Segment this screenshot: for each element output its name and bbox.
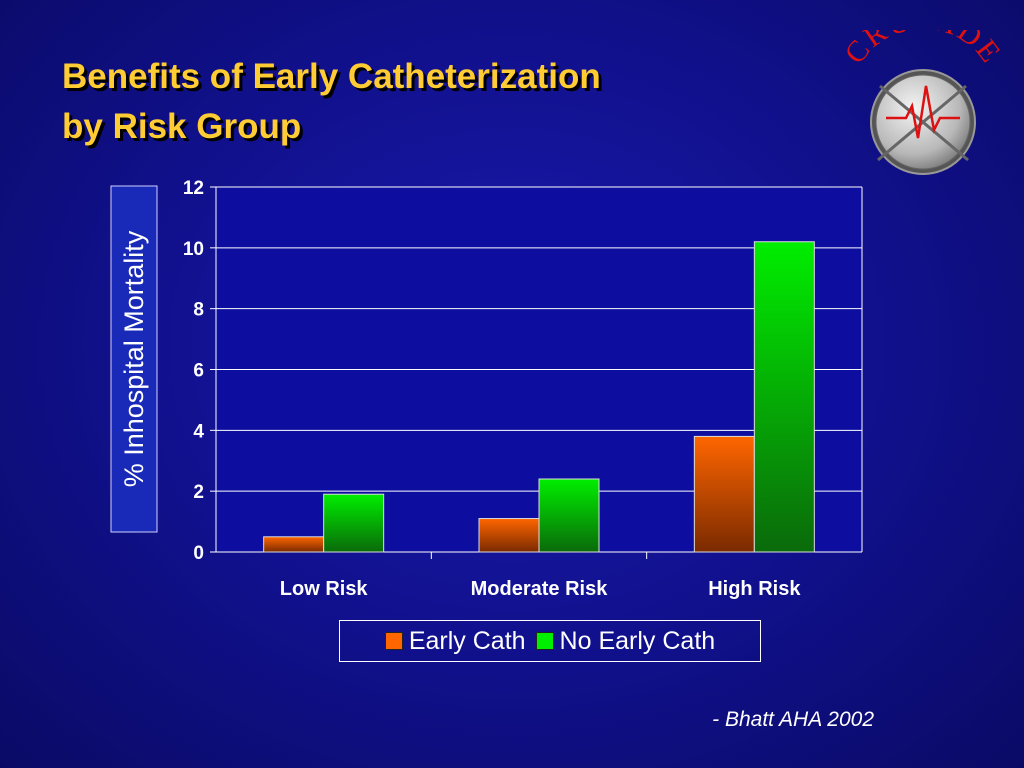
legend-item-no-early-cath: No Early Cath [535,626,716,656]
title-line-2: by Risk Group [62,107,302,146]
legend-label-no-early-cath: No Early Cath [559,626,716,655]
bar-no-early-cath-high-risk [753,241,815,553]
x-tick-label: Moderate Risk [471,578,609,600]
y-axis-label-box [110,185,158,533]
bar-early-cath-moderate-risk [478,518,540,553]
crusade-logo: CRUSADE [838,30,1006,175]
chart-legend: Early Cath No Early Cath [339,620,761,662]
y-tick-label: 2 [193,482,204,503]
crusade-shield-emblem-icon [870,69,976,175]
source-citation: - Bhatt AHA 2002 [712,708,874,731]
title-line-1: Benefits of Early Catheterization [62,57,601,96]
bar-no-early-cath-low-risk [323,493,385,553]
x-tick-label: High Risk [708,578,801,600]
legend-label-early-cath: Early Cath [408,626,526,655]
bar-early-cath-low-risk [263,536,325,553]
y-axis-label: % Inhospital Mortality [119,230,149,487]
y-tick-label: 4 [193,421,204,442]
bar-no-early-cath-moderate-risk [538,478,600,553]
y-tick-label: 6 [193,361,204,382]
y-tick-label: 0 [193,543,204,564]
x-tick-label: Low Risk [280,578,369,600]
bar-early-cath-high-risk [693,435,755,553]
legend-item-early-cath: Early Cath [384,626,526,656]
legend-swatch-no-early-cath [535,632,554,650]
slide-title: Benefits of Early Catheterization by Ris… [62,52,601,152]
y-tick-label: 8 [193,300,204,321]
legend-swatch-early-cath [384,632,403,650]
y-tick-label: 10 [183,239,204,260]
y-tick-label: 12 [183,178,204,199]
